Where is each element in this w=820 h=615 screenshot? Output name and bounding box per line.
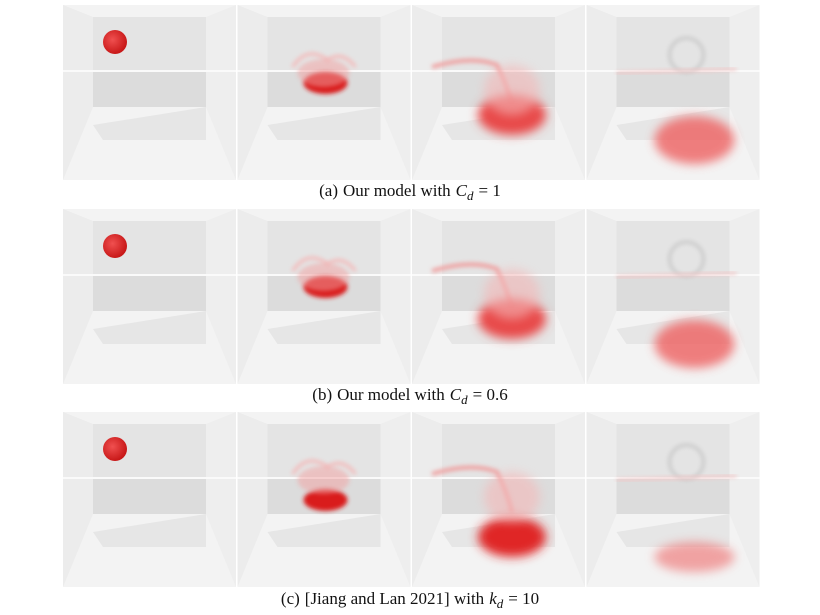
floor-shadow — [267, 311, 381, 344]
frame — [63, 209, 236, 384]
back-wall-lower — [93, 478, 206, 514]
back-wall-lower — [616, 275, 730, 311]
surface-splash — [616, 474, 737, 482]
caption-symbol: k — [489, 589, 497, 608]
frame — [412, 412, 585, 587]
left-wall — [237, 209, 268, 384]
frame — [237, 5, 411, 180]
left-wall — [63, 5, 93, 180]
caption-relation: = 10 — [508, 589, 539, 608]
left-wall — [237, 5, 268, 180]
blob-faint — [297, 59, 350, 87]
frame — [586, 412, 760, 587]
left-wall — [63, 209, 93, 384]
floor-shadow — [616, 514, 730, 547]
right-wall — [380, 412, 411, 587]
ball — [103, 437, 127, 461]
blob-faint — [484, 472, 540, 522]
floor-shadow — [93, 311, 206, 344]
frame — [586, 209, 760, 384]
ball — [103, 30, 127, 54]
caption-symbol: C — [450, 385, 462, 404]
surface-splash — [616, 67, 737, 75]
left-wall — [586, 5, 617, 180]
caption-subscript: d — [497, 596, 504, 611]
frame — [237, 412, 411, 587]
panel-label: (c) — [281, 589, 300, 608]
blob-faint — [484, 269, 540, 319]
frame — [63, 5, 236, 180]
caption-subscript: d — [461, 392, 468, 407]
left-wall — [412, 5, 442, 180]
right-wall — [555, 5, 585, 180]
surface-splash — [616, 271, 737, 279]
frame — [412, 209, 585, 384]
left-wall — [412, 412, 442, 587]
back-wall-lower — [93, 275, 206, 311]
caption-text: Our model with — [337, 385, 445, 404]
right-wall — [729, 412, 760, 587]
right-wall — [206, 5, 236, 180]
floor-shadow — [267, 107, 381, 140]
blob — [303, 489, 348, 511]
left-wall — [237, 412, 268, 587]
caption: (a) Our model with Cd = 1 — [319, 181, 501, 203]
back-wall-lower — [93, 71, 206, 107]
blob-faint — [484, 65, 540, 115]
left-wall — [586, 412, 617, 587]
panel-label: (b) — [312, 385, 332, 404]
right-wall — [206, 412, 236, 587]
caption-symbol: C — [456, 181, 468, 200]
caption: (b) Our model with Cd = 0.6 — [312, 385, 507, 407]
caption: (c) [Jiang and Lan 2021] with kd = 10 — [281, 589, 539, 611]
back-wall-lower — [616, 71, 730, 107]
blob — [654, 542, 735, 572]
left-wall — [63, 412, 93, 587]
left-wall — [586, 209, 617, 384]
floor-shadow — [267, 514, 381, 547]
blob-faint — [297, 466, 350, 494]
frame — [63, 412, 236, 587]
frame — [586, 5, 760, 180]
back-wall-lower — [616, 478, 730, 514]
caption-subscript: d — [467, 188, 474, 203]
caption-relation: = 1 — [479, 181, 501, 200]
ball — [103, 234, 127, 258]
right-wall — [380, 5, 411, 180]
right-wall — [380, 209, 411, 384]
right-wall — [206, 209, 236, 384]
caption-relation: = 0.6 — [473, 385, 508, 404]
caption-text: Our model with — [343, 181, 451, 200]
blob — [654, 116, 735, 164]
blob — [654, 320, 735, 368]
frame — [237, 209, 411, 384]
left-wall — [412, 209, 442, 384]
right-wall — [729, 209, 760, 384]
caption-text: [Jiang and Lan 2021] with — [305, 589, 485, 608]
frame — [412, 5, 585, 180]
right-wall — [555, 209, 585, 384]
right-wall — [729, 5, 760, 180]
floor-shadow — [93, 107, 206, 140]
panel-label: (a) — [319, 181, 338, 200]
floor-shadow — [93, 514, 206, 547]
right-wall — [555, 412, 585, 587]
blob — [478, 517, 546, 557]
blob-faint — [297, 263, 350, 291]
